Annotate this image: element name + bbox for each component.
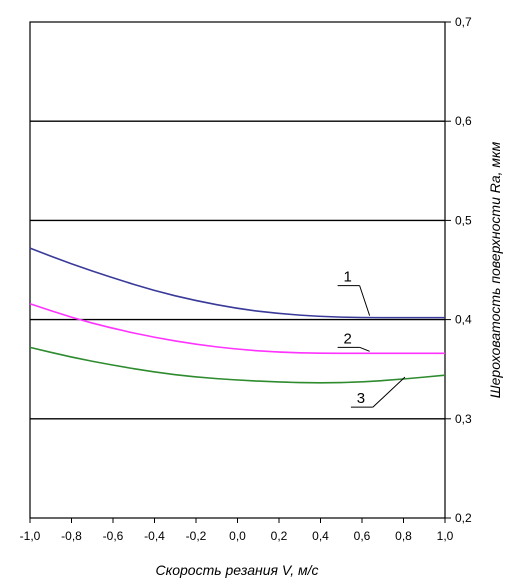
x-tick-label: -0,2 (186, 529, 207, 543)
y-tick-label: 0,2 (455, 511, 472, 525)
x-tick-label: -0,8 (61, 529, 82, 543)
x-tick-label: 1,0 (437, 529, 454, 543)
x-tick-label: 0,6 (354, 529, 371, 543)
series-markers: 1 2 3 (337, 269, 406, 408)
x-tick-label: -0,6 (103, 529, 124, 543)
x-tick-label: -1,0 (20, 529, 41, 543)
y-tick-label: 0,5 (455, 213, 472, 227)
y-axis-ticks: 0,2 0,3 0,4 0,5 0,6 0,7 (445, 15, 472, 525)
grid-lines (30, 120, 445, 420)
marker-leader (359, 285, 371, 316)
x-tick-label: -0,4 (144, 529, 165, 543)
x-tick-label: 0,8 (395, 529, 412, 543)
series-line-3 (29, 346, 446, 384)
x-axis-ticks: -1,0 -0,8 -0,6 -0,4 -0,2 0,0 0,2 0,4 0,6 0,8 1,0 (20, 518, 454, 543)
x-tick-label: 0,0 (229, 529, 246, 543)
marker-leader (372, 376, 406, 408)
series-line-1 (29, 247, 445, 319)
series-lines (29, 247, 446, 384)
series-label-2: 2 (343, 330, 351, 347)
y-tick-label: 0,6 (455, 114, 472, 128)
x-tick-label: 0,2 (271, 529, 288, 543)
y-tick-label: 0,4 (455, 313, 472, 327)
series-label-3: 3 (357, 390, 365, 407)
y-axis-title: Шероховатость поверхности Ra, мкм (487, 141, 503, 398)
series-line-2 (29, 302, 445, 355)
marker-leader (359, 346, 370, 352)
y-tick-label: 0,7 (455, 15, 472, 29)
plot-frame (29, 21, 446, 519)
x-axis-title: Скорость резания V, м/с (156, 562, 319, 578)
x-tick-label: 0,4 (312, 529, 329, 543)
y-tick-label: 0,3 (455, 412, 472, 426)
series-label-1: 1 (343, 269, 351, 286)
